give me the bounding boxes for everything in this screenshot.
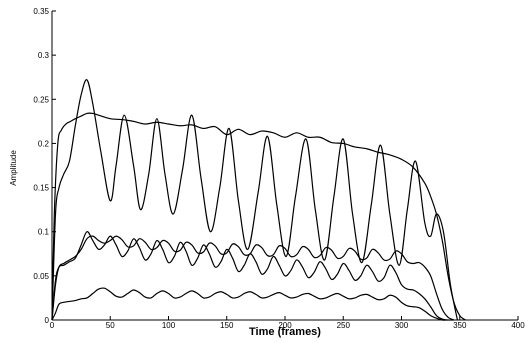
x-tick-label: 350: [453, 321, 467, 330]
y-tick-label: 0.05: [33, 272, 49, 281]
series-layer: [51, 79, 466, 321]
x-tick-label: 150: [220, 321, 234, 330]
x-tick-label: 50: [106, 321, 115, 330]
y-tick-label: 0.15: [33, 184, 49, 193]
series-line-5: [51, 287, 449, 321]
y-tick-label: 0.2: [38, 139, 50, 148]
y-tick-label: 0.1: [38, 228, 50, 237]
x-tick-label: 400: [511, 321, 525, 330]
y-tick-label: 0.35: [33, 7, 49, 16]
series-line-4: [51, 231, 454, 321]
x-axis-label: Time (frames): [249, 326, 321, 338]
y-tick-label: 0.25: [33, 95, 49, 104]
series-line-2: [51, 79, 459, 321]
y-axis-label: Amplitude: [9, 150, 18, 186]
y-tick-label: 0: [45, 316, 50, 325]
x-tick-label: 250: [337, 321, 351, 330]
x-tick-label: 200: [278, 321, 292, 330]
x-tick-label: 0: [50, 321, 55, 330]
y-tick-label: 0.3: [38, 51, 50, 60]
x-ticks: 0 50 100 150 200 250 300 350 400: [50, 316, 525, 330]
x-tick-label: 100: [162, 321, 176, 330]
x-tick-label: 300: [395, 321, 409, 330]
